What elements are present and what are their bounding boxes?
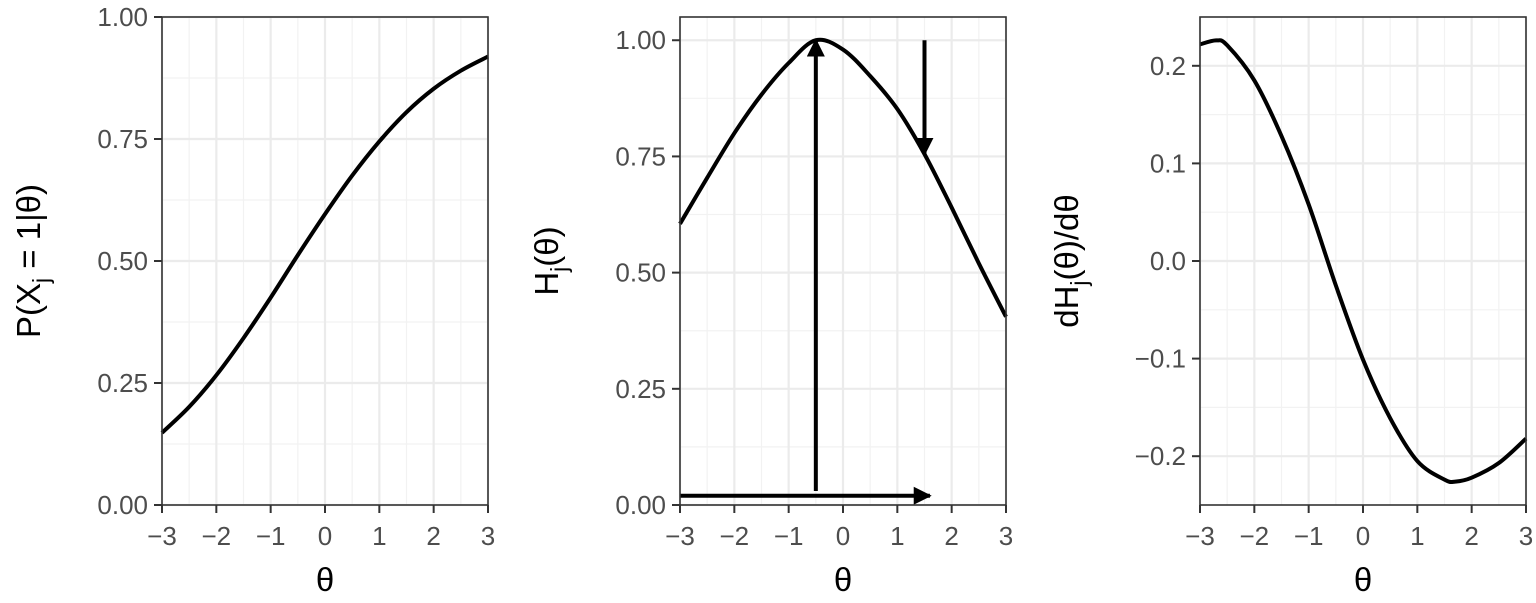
y-axis-title-main: H <box>528 272 565 296</box>
x-tick-label: −2 <box>1240 521 1270 551</box>
y-axis-title-subscript: j <box>1066 280 1092 286</box>
y-axis-title: dHj(θ)/dθ <box>1048 194 1092 328</box>
panel-derivative: −3 −2 −1 0 1 2 3 −0.2 −0.1 0.0 0.1 0.2 θ dHj(θ)/dθ <box>1048 16 1533 598</box>
y-tick-label: 0.25 <box>97 368 148 398</box>
y-tick-label: 0.75 <box>97 124 148 154</box>
x-tick-label: 0 <box>318 521 332 551</box>
x-tick-label: −1 <box>1294 521 1324 551</box>
x-tick-label: 3 <box>1519 521 1533 551</box>
y-tick-label: 1.00 <box>97 2 148 32</box>
y-axis-title-main: P(X <box>10 283 47 338</box>
panel-information: −3 −2 −1 0 1 2 3 0.00 0.25 0.50 0.75 1.00 θ Hj(θ) <box>528 16 1013 598</box>
x-tick-label: 3 <box>999 521 1013 551</box>
y-tick-label: 0.50 <box>97 246 148 276</box>
x-tick-label: 1 <box>890 521 904 551</box>
y-axis-title: Hj(θ) <box>528 226 572 295</box>
x-tick-label: 0 <box>1356 521 1370 551</box>
y-tick-label: 0.0 <box>1150 246 1186 276</box>
x-tick-label: 1 <box>372 521 386 551</box>
x-tick-label: 2 <box>426 521 440 551</box>
y-axis-title-rest: (θ)/dθ <box>1048 194 1085 280</box>
y-tick-label: −0.1 <box>1135 344 1186 374</box>
x-tick-label: −3 <box>147 521 177 551</box>
y-axis-title-main: dH <box>1048 286 1085 328</box>
x-axis-title: θ <box>316 561 334 598</box>
series-line <box>678 37 1008 318</box>
y-tick-label: 0.00 <box>97 490 148 520</box>
y-axis-title-subscript: j <box>546 267 572 273</box>
x-tick-label: 2 <box>944 521 958 551</box>
x-tick-label: −3 <box>1185 521 1215 551</box>
x-tick-label: 0 <box>836 521 850 551</box>
y-tick-label: 1.00 <box>615 25 666 55</box>
x-tick-label: 2 <box>1464 521 1478 551</box>
x-tick-label: −3 <box>665 521 695 551</box>
x-tick-label: −2 <box>720 521 750 551</box>
y-tick-label: 0.00 <box>615 490 666 520</box>
y-tick-label: 0.50 <box>615 258 666 288</box>
y-tick-label: 0.25 <box>615 374 666 404</box>
x-axis-title: θ <box>1354 561 1372 598</box>
series-line <box>160 54 489 435</box>
series-line <box>1199 38 1528 485</box>
y-axis-title-rest: (θ) <box>528 226 565 266</box>
y-tick-label: −0.2 <box>1135 441 1186 471</box>
panel-probability: −3 −2 −1 0 1 2 3 0.00 0.25 0.50 0.75 1.00 θ P(Xj = 1|… <box>10 2 495 598</box>
x-tick-label: 3 <box>481 521 495 551</box>
x-tick-label: 1 <box>1410 521 1424 551</box>
y-tick-label: 0.2 <box>1150 51 1186 81</box>
x-tick-label: −2 <box>202 521 232 551</box>
x-tick-label: −1 <box>774 521 804 551</box>
y-tick-label: 0.1 <box>1150 148 1186 178</box>
y-axis-title: P(Xj = 1|θ) <box>10 184 54 338</box>
x-tick-label: −1 <box>256 521 286 551</box>
x-axis-title: θ <box>834 561 852 598</box>
y-tick-label: 0.75 <box>615 141 666 171</box>
y-axis-title-subscript: j <box>28 278 54 284</box>
y-axis-title-rest: = 1|θ) <box>10 184 47 278</box>
